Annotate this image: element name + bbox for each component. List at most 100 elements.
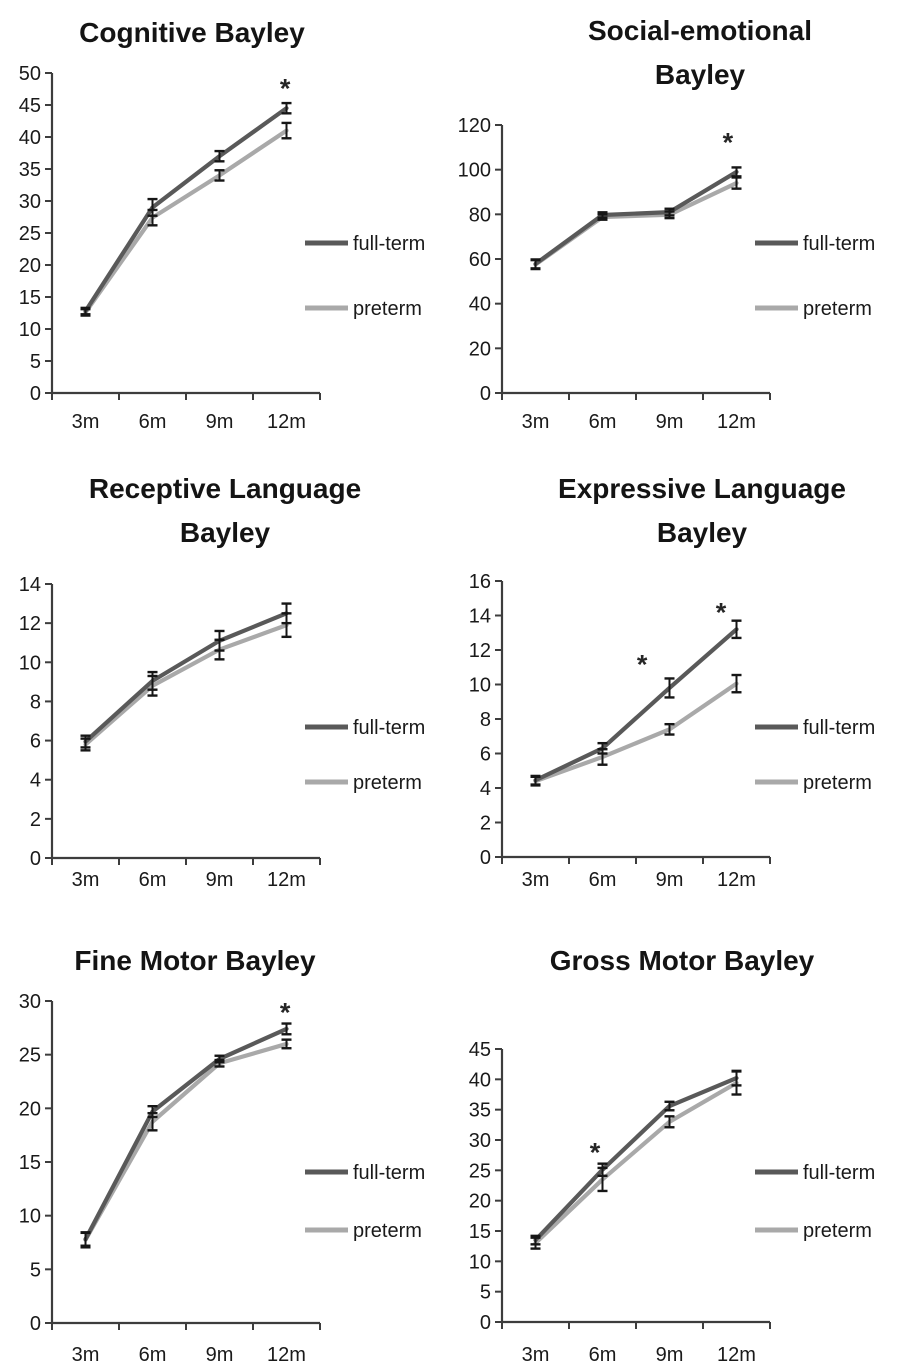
x-tick-label: 12m xyxy=(267,1344,306,1366)
x-tick-label: 12m xyxy=(717,411,756,433)
y-tick-label: 4 xyxy=(480,778,491,800)
y-tick-label: 20 xyxy=(469,1191,491,1213)
y-tick-label: 6 xyxy=(480,744,491,766)
y-tick-label: 50 xyxy=(19,63,41,85)
chart-title: Gross Motor Bayley xyxy=(550,945,815,976)
x-tick-label: 9m xyxy=(206,1344,234,1366)
x-tick-label: 9m xyxy=(656,869,684,891)
x-tick-label: 9m xyxy=(206,411,234,433)
x-tick-label: 9m xyxy=(656,411,684,433)
legend-label-preterm: preterm xyxy=(353,298,422,320)
y-tick-label: 20 xyxy=(469,338,491,360)
chart-cell-gross-motor: Gross Motor Bayley 0 5 10 15 20 25 30 35 40 45 3m 6m… xyxy=(450,920,900,1370)
chart-title: Cognitive Bayley xyxy=(79,17,305,48)
chart-title: Fine Motor Bayley xyxy=(74,945,316,976)
series-line-preterm xyxy=(83,1041,289,1242)
y-tick-label: 5 xyxy=(480,1282,491,1304)
y-tick-label: 25 xyxy=(19,223,41,245)
y-tick-label: 25 xyxy=(19,1045,41,1067)
y-tick-label: 45 xyxy=(469,1039,491,1061)
y-tick-label: 0 xyxy=(30,1313,41,1335)
series-line-full-term xyxy=(83,611,289,744)
significance-asterisk: * xyxy=(280,74,291,104)
chart-cell-cognitive: Cognitive Bayley 0 5 10 15 20 25 30 35 40 45 50 3m 6m… xyxy=(0,0,450,440)
legend-label-preterm: preterm xyxy=(803,1220,872,1242)
legend-label-full-term: full-term xyxy=(353,1162,425,1184)
y-tick-label: 2 xyxy=(480,813,491,835)
x-tick-label: 3m xyxy=(522,869,550,891)
y-tick-label: 10 xyxy=(19,1206,41,1228)
x-tick-label: 3m xyxy=(72,1344,100,1366)
y-tick-label: 2 xyxy=(30,809,41,831)
chart-expressive-language: Expressive Language Bayley 0 2 4 6 8 10 12 14 16 3m… xyxy=(469,473,875,891)
y-tick-label: 120 xyxy=(458,115,491,137)
series-line-full-term xyxy=(533,169,739,267)
x-tick-label: 9m xyxy=(206,869,234,891)
x-tick-label: 6m xyxy=(139,411,167,433)
y-tick-label: 40 xyxy=(19,127,41,149)
chart-social-emotional: Social-emotional Bayley 0 20 40 60 80 100 120 3m 6… xyxy=(458,15,876,433)
chart-title: Receptive Language xyxy=(89,473,361,504)
y-tick-label: 10 xyxy=(19,652,41,674)
y-tick-label: 12 xyxy=(19,613,41,635)
series-line-full-term xyxy=(533,1076,739,1243)
y-tick-label: 40 xyxy=(469,294,491,316)
x-tick-label: 12m xyxy=(717,1344,756,1366)
x-tick-label: 12m xyxy=(267,869,306,891)
y-tick-label: 60 xyxy=(469,249,491,271)
y-tick-label: 15 xyxy=(469,1221,491,1243)
y-tick-label: 6 xyxy=(30,731,41,753)
legend-label-full-term: full-term xyxy=(803,233,875,255)
significance-asterisk: * xyxy=(723,127,734,157)
chart-title: Bayley xyxy=(655,59,746,90)
y-tick-label: 10 xyxy=(469,675,491,697)
y-tick-label: 35 xyxy=(19,159,41,181)
significance-asterisk: * xyxy=(590,1137,601,1167)
y-tick-label: 5 xyxy=(30,1259,41,1281)
chart-cell-receptive-language: Receptive Language Bayley 0 2 4 6 8 10 12 14 3m 6m 9… xyxy=(0,440,450,920)
chart-cell-fine-motor: Fine Motor Bayley 0 5 10 15 20 25 30 3m 6m 9m 12m fu… xyxy=(0,920,450,1370)
y-tick-label: 0 xyxy=(480,383,491,405)
x-tick-label: 6m xyxy=(139,869,167,891)
x-tick-label: 9m xyxy=(656,1344,684,1366)
y-tick-label: 25 xyxy=(469,1160,491,1182)
legend-label-preterm: preterm xyxy=(353,772,422,794)
y-tick-label: 15 xyxy=(19,287,41,309)
series-line-preterm xyxy=(83,623,289,747)
chart-fine-motor: Fine Motor Bayley 0 5 10 15 20 25 30 3m 6m 9m 12m fu… xyxy=(19,945,425,1366)
legend-label-preterm: preterm xyxy=(353,1220,422,1242)
y-tick-label: 0 xyxy=(30,383,41,405)
y-tick-label: 30 xyxy=(19,191,41,213)
y-tick-label: 40 xyxy=(469,1069,491,1091)
legend-label-full-term: full-term xyxy=(803,717,875,739)
x-tick-label: 3m xyxy=(72,869,100,891)
series-line-full-term xyxy=(83,1026,289,1242)
chart-cell-expressive-language: Expressive Language Bayley 0 2 4 6 8 10 12 14 16 3m… xyxy=(450,440,900,920)
significance-asterisk: * xyxy=(716,598,727,628)
series-line-preterm xyxy=(83,128,289,315)
y-tick-label: 10 xyxy=(469,1251,491,1273)
y-tick-label: 30 xyxy=(469,1130,491,1152)
y-tick-label: 0 xyxy=(480,1312,491,1334)
x-tick-label: 6m xyxy=(139,1344,167,1366)
series-line-preterm xyxy=(533,180,739,267)
y-tick-label: 14 xyxy=(19,574,41,596)
y-tick-label: 35 xyxy=(469,1100,491,1122)
y-tick-label: 4 xyxy=(30,770,41,792)
x-tick-label: 3m xyxy=(522,1344,550,1366)
legend-label-full-term: full-term xyxy=(353,233,425,255)
legend-label-full-term: full-term xyxy=(803,1162,875,1184)
y-tick-label: 80 xyxy=(469,204,491,226)
y-tick-label: 8 xyxy=(480,709,491,731)
chart-cognitive: Cognitive Bayley 0 5 10 15 20 25 30 35 40 45 50 3m 6m… xyxy=(19,17,425,433)
series-line-preterm xyxy=(533,681,739,784)
y-tick-label: 14 xyxy=(469,606,491,628)
series-line-preterm xyxy=(533,1080,739,1246)
significance-asterisk: * xyxy=(637,649,648,679)
x-tick-label: 3m xyxy=(72,411,100,433)
x-tick-label: 12m xyxy=(267,411,306,433)
series-line-full-term xyxy=(533,627,739,783)
y-tick-label: 12 xyxy=(469,640,491,662)
y-tick-label: 5 xyxy=(30,351,41,373)
